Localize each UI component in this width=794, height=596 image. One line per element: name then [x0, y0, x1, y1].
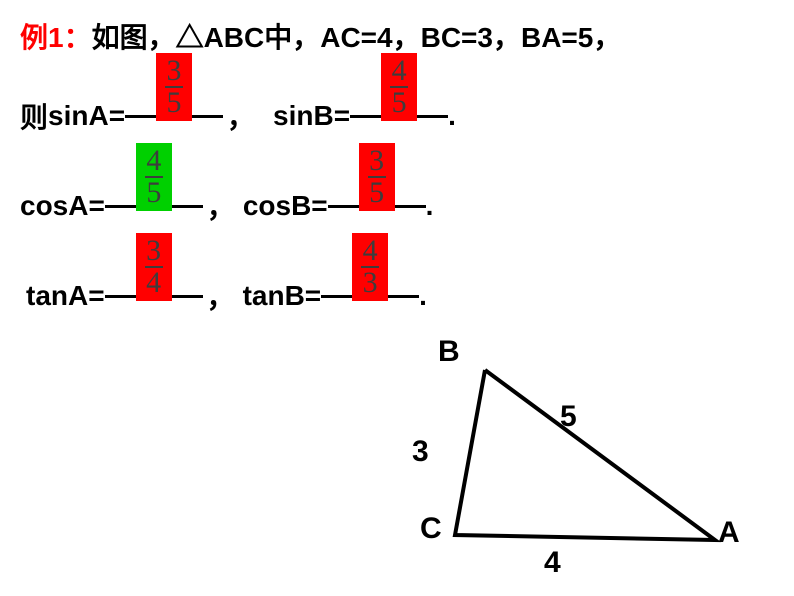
cosB-fraction: 3 5: [359, 143, 395, 211]
vertex-B-label: B: [438, 335, 460, 369]
cosA-den: 5: [146, 178, 161, 208]
tanA-fraction: 3 4: [136, 233, 172, 301]
sinB-label: sinB=: [273, 100, 350, 132]
sinB-fraction: 4 5: [381, 53, 417, 121]
tanB-den: 3: [363, 268, 378, 298]
side-BA-label: 5: [560, 400, 577, 434]
problem-statement: 例1：如图，△ABC中，AC=4，BC=3，BA=5，: [20, 16, 621, 56]
cosB-blank: 3 5: [328, 205, 426, 208]
tanA-num: 3: [146, 236, 161, 266]
period: .: [419, 280, 439, 312]
cosA-label: cosA=: [20, 190, 105, 222]
tanB-fraction: 4 3: [352, 233, 388, 301]
sinA-num: 3: [167, 56, 182, 86]
sinA-label: sinA=: [48, 100, 125, 132]
comma: ，: [223, 96, 263, 136]
triangle-diagram: [370, 330, 770, 590]
tanA-den: 4: [146, 268, 161, 298]
row-sin: 则sinA= 3 5 ， sinB= 4 5 .: [20, 96, 468, 136]
vertex-A-label: A: [718, 516, 740, 550]
tanB-num: 4: [363, 236, 378, 266]
sinA-fraction: 3 5: [156, 53, 192, 121]
tanB-label: tanB=: [243, 280, 322, 312]
leading-then: 则: [20, 96, 48, 136]
cosA-blank: 4 5: [105, 205, 203, 208]
comma: ，: [203, 186, 243, 226]
example-prefix: 例1：: [20, 22, 92, 53]
cosA-fraction: 4 5: [136, 143, 172, 211]
period: .: [426, 190, 446, 222]
side-CA-label: 4: [544, 546, 561, 580]
sinB-num: 4: [392, 56, 407, 86]
period: .: [448, 100, 468, 132]
cosB-num: 3: [369, 146, 384, 176]
row-tan: tanA= 3 4 ，tanB= 4 3 .: [26, 276, 439, 316]
tanB-blank: 4 3: [321, 295, 419, 298]
vertex-C-label: C: [420, 512, 442, 546]
cosB-den: 5: [369, 178, 384, 208]
cosB-label: cosB=: [243, 190, 328, 222]
problem-text: 如图，△ABC中，AC=4，BC=3，BA=5，: [92, 22, 622, 53]
row-cos: cosA= 4 5 ，cosB= 3 5 .: [20, 186, 446, 226]
sinB-den: 5: [392, 88, 407, 118]
cosA-num: 4: [146, 146, 161, 176]
tanA-label: tanA=: [26, 280, 105, 312]
tanA-blank: 3 4: [105, 295, 203, 298]
sinB-blank: 4 5: [350, 115, 448, 118]
side-BC-label: 3: [412, 435, 429, 469]
comma: ，: [203, 276, 243, 316]
sinA-blank: 3 5: [125, 115, 223, 118]
sinA-den: 5: [167, 88, 182, 118]
